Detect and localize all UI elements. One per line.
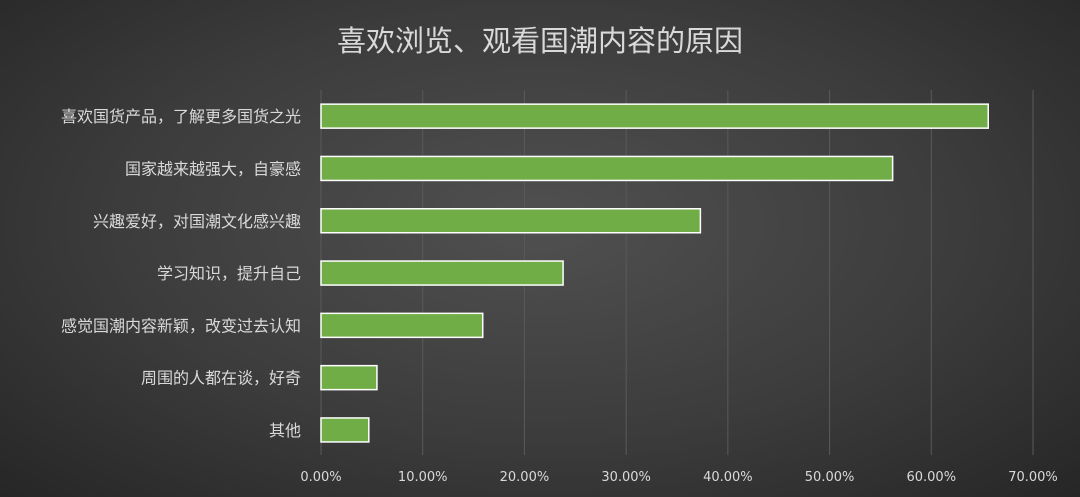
x-tick-label: 30.00% [601, 470, 651, 485]
category-label: 学习知识，提升自己 [157, 264, 301, 283]
x-tick-label: 50.00% [805, 470, 855, 485]
bar [320, 364, 378, 391]
category-label: 国家越来越强大，自豪感 [125, 159, 301, 178]
x-axis-tick-labels: 0.00% 10.00% 20.00% 30.00% 40.00% 50.00% 60.00… [300, 470, 1057, 485]
bar [320, 208, 702, 234]
category-label: 喜欢国货产品，了解更多国货之光 [61, 107, 301, 126]
x-tick-label: 0.00% [300, 470, 341, 485]
chart-title: 喜欢浏览、观看国潮内容的原因 [337, 24, 743, 58]
bar [320, 417, 370, 443]
category-label: 周围的人都在谈，好奇 [141, 369, 301, 388]
bar [320, 260, 564, 286]
category-label: 其他 [269, 421, 301, 440]
x-tick-label: 40.00% [703, 470, 753, 485]
x-tick-label: 60.00% [906, 470, 956, 485]
category-label: 兴趣爱好，对国潮文化感兴趣 [93, 212, 301, 231]
bar [320, 155, 894, 182]
category-labels: 喜欢国货产品，了解更多国货之光国家越来越强大，自豪感兴趣爱好，对国潮文化感兴趣学… [61, 107, 301, 440]
bars [320, 103, 989, 443]
bar [320, 312, 484, 339]
x-tick-label: 70.00% [1008, 470, 1058, 485]
x-tick-label: 10.00% [398, 470, 448, 485]
x-tick-label: 20.00% [500, 470, 550, 485]
bar [320, 103, 989, 129]
category-label: 感觉国潮内容新颖，改变过去认知 [61, 316, 301, 335]
